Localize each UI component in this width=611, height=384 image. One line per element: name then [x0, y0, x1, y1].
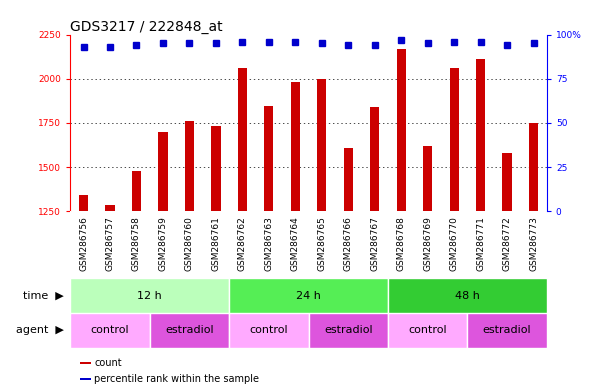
- Bar: [423, 146, 433, 384]
- Bar: [529, 123, 538, 384]
- Text: control: control: [90, 325, 130, 335]
- Text: GSM286764: GSM286764: [291, 217, 300, 271]
- Text: estradiol: estradiol: [165, 325, 214, 335]
- Text: GSM286759: GSM286759: [158, 217, 167, 271]
- Text: GDS3217 / 222848_at: GDS3217 / 222848_at: [70, 20, 223, 33]
- Text: GSM286761: GSM286761: [211, 217, 221, 271]
- Text: GSM286758: GSM286758: [132, 217, 141, 271]
- Text: estradiol: estradiol: [324, 325, 373, 335]
- Text: agent  ▶: agent ▶: [16, 325, 64, 335]
- Text: GSM286766: GSM286766: [344, 217, 353, 271]
- Bar: [238, 68, 247, 384]
- Text: percentile rank within the sample: percentile rank within the sample: [94, 374, 259, 384]
- Bar: [502, 153, 512, 384]
- Bar: [185, 121, 194, 384]
- Bar: [388, 313, 467, 348]
- Bar: [79, 195, 88, 384]
- Text: time  ▶: time ▶: [23, 291, 64, 301]
- Bar: [211, 126, 221, 384]
- Text: GSM286765: GSM286765: [317, 217, 326, 271]
- Text: GSM286772: GSM286772: [503, 217, 511, 271]
- Bar: [132, 170, 141, 384]
- Text: 48 h: 48 h: [455, 291, 480, 301]
- Bar: [105, 205, 115, 384]
- Text: GSM286773: GSM286773: [529, 217, 538, 271]
- Bar: [229, 313, 309, 348]
- Text: 12 h: 12 h: [137, 291, 162, 301]
- Text: GSM286771: GSM286771: [476, 217, 485, 271]
- Text: GSM286767: GSM286767: [370, 217, 379, 271]
- Bar: [388, 278, 547, 313]
- Bar: [70, 313, 150, 348]
- Bar: [229, 278, 388, 313]
- Bar: [370, 107, 379, 384]
- Bar: [343, 147, 353, 384]
- Bar: [450, 68, 459, 384]
- Bar: [317, 79, 326, 384]
- Bar: [476, 59, 485, 384]
- Text: GSM286760: GSM286760: [185, 217, 194, 271]
- Bar: [291, 82, 300, 384]
- Text: GSM286768: GSM286768: [397, 217, 406, 271]
- Bar: [70, 278, 229, 313]
- Bar: [467, 313, 547, 348]
- Bar: [264, 106, 274, 384]
- Text: GSM286769: GSM286769: [423, 217, 432, 271]
- Text: 24 h: 24 h: [296, 291, 321, 301]
- Text: control: control: [249, 325, 288, 335]
- Bar: [158, 132, 167, 384]
- Text: count: count: [94, 358, 122, 368]
- Bar: [397, 49, 406, 384]
- Text: estradiol: estradiol: [483, 325, 532, 335]
- Text: control: control: [408, 325, 447, 335]
- Bar: [80, 378, 91, 380]
- Text: GSM286756: GSM286756: [79, 217, 88, 271]
- Text: GSM286762: GSM286762: [238, 217, 247, 271]
- Bar: [309, 313, 388, 348]
- Bar: [80, 362, 91, 364]
- Text: GSM286770: GSM286770: [450, 217, 459, 271]
- Text: GSM286763: GSM286763: [265, 217, 273, 271]
- Bar: [150, 313, 229, 348]
- Text: GSM286757: GSM286757: [106, 217, 114, 271]
